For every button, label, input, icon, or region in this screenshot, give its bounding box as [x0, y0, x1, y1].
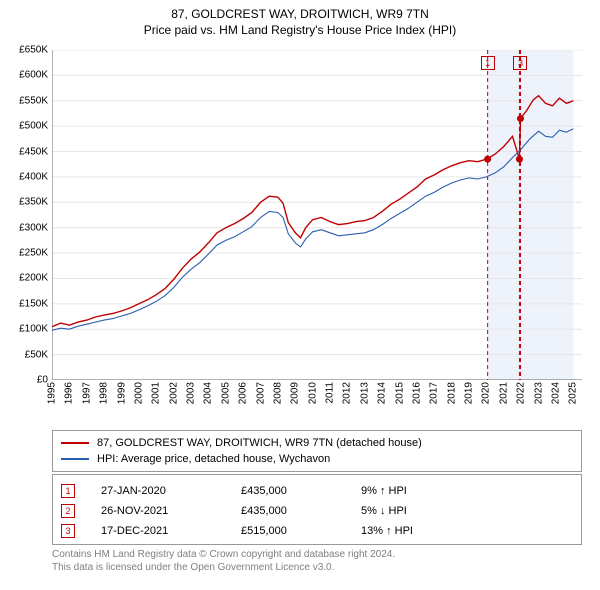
legend-label: HPI: Average price, detached house, Wych… — [97, 453, 330, 465]
sales-row: 1 27-JAN-2020£435,0009% ↑ HPI — [61, 481, 573, 501]
sale-price: £515,000 — [241, 525, 361, 537]
x-tick-label: 2018 — [446, 382, 457, 404]
x-tick-label: 2025 — [568, 382, 579, 404]
x-tick-label: 2023 — [533, 382, 544, 404]
chart-title: 87, GOLDCREST WAY, DROITWICH, WR9 7TN — [0, 6, 600, 22]
x-tick-label: 2014 — [377, 382, 388, 404]
sale-marker: 2 — [61, 504, 75, 518]
title-block: 87, GOLDCREST WAY, DROITWICH, WR9 7TN Pr… — [0, 0, 600, 38]
x-tick-label: 2004 — [203, 382, 214, 404]
sale-vs-hpi: 9% ↑ HPI — [361, 485, 471, 497]
legend-label: 87, GOLDCREST WAY, DROITWICH, WR9 7TN (d… — [97, 437, 422, 449]
y-tick-label: £50K — [25, 349, 48, 360]
sale-marker: 1 — [61, 484, 75, 498]
legend: 87, GOLDCREST WAY, DROITWICH, WR9 7TN (d… — [52, 430, 582, 472]
event-marker-1: 1 — [481, 56, 495, 70]
sale-vs-hpi: 13% ↑ HPI — [361, 525, 471, 537]
x-tick-label: 2019 — [464, 382, 475, 404]
x-tick-label: 2007 — [255, 382, 266, 404]
legend-item: 87, GOLDCREST WAY, DROITWICH, WR9 7TN (d… — [61, 435, 573, 451]
y-tick-label: £450K — [19, 146, 48, 157]
footer-line-2: This data is licensed under the Open Gov… — [52, 561, 582, 574]
x-tick-label: 2005 — [220, 382, 231, 404]
event-marker-3: 3 — [513, 56, 527, 70]
y-tick-label: £550K — [19, 95, 48, 106]
y-tick-label: £400K — [19, 171, 48, 182]
sale-price: £435,000 — [241, 505, 361, 517]
x-tick-label: 2015 — [394, 382, 405, 404]
y-tick-label: £650K — [19, 45, 48, 56]
x-tick-label: 2009 — [290, 382, 301, 404]
x-tick-label: 1999 — [116, 382, 127, 404]
x-tick-label: 2006 — [238, 382, 249, 404]
sale-vs-hpi: 5% ↓ HPI — [361, 505, 471, 517]
sale-marker: 3 — [61, 524, 75, 538]
y-tick-label: £200K — [19, 273, 48, 284]
x-tick-label: 2024 — [550, 382, 561, 404]
y-tick-label: £250K — [19, 248, 48, 259]
x-tick-label: 2002 — [168, 382, 179, 404]
y-tick-label: £600K — [19, 70, 48, 81]
sales-table: 1 27-JAN-2020£435,0009% ↑ HPI 2 26-NOV-2021… — [52, 474, 582, 545]
legend-swatch — [61, 458, 89, 460]
y-tick-label: £500K — [19, 121, 48, 132]
legend-swatch — [61, 442, 89, 444]
x-tick-label: 2022 — [516, 382, 527, 404]
x-tick-label: 2013 — [359, 382, 370, 404]
y-tick-label: £350K — [19, 197, 48, 208]
footer: Contains HM Land Registry data © Crown c… — [52, 548, 582, 574]
x-tick-label: 2008 — [272, 382, 283, 404]
x-tick-label: 2003 — [186, 382, 197, 404]
x-tick-label: 2001 — [151, 382, 162, 404]
x-tick-label: 2000 — [133, 382, 144, 404]
y-tick-label: £300K — [19, 222, 48, 233]
sale-price: £435,000 — [241, 485, 361, 497]
x-tick-label: 1995 — [47, 382, 58, 404]
y-tick-label: £100K — [19, 324, 48, 335]
sale-date: 26-NOV-2021 — [101, 505, 241, 517]
x-tick-label: 1996 — [64, 382, 75, 404]
sales-row: 2 26-NOV-2021£435,0005% ↓ HPI — [61, 501, 573, 521]
x-tick-label: 2016 — [411, 382, 422, 404]
x-tick-label: 2017 — [429, 382, 440, 404]
sale-date: 27-JAN-2020 — [101, 485, 241, 497]
chart-subtitle: Price paid vs. HM Land Registry's House … — [0, 22, 600, 38]
legend-item: HPI: Average price, detached house, Wych… — [61, 451, 573, 467]
x-tick-label: 2010 — [307, 382, 318, 404]
x-tick-label: 1998 — [99, 382, 110, 404]
sales-row: 3 17-DEC-2021£515,00013% ↑ HPI — [61, 521, 573, 541]
x-tick-label: 2011 — [325, 382, 336, 404]
x-tick-label: 1997 — [81, 382, 92, 404]
footer-line-1: Contains HM Land Registry data © Crown c… — [52, 548, 582, 561]
sale-date: 17-DEC-2021 — [101, 525, 241, 537]
y-tick-label: £150K — [19, 298, 48, 309]
x-tick-label: 2021 — [498, 382, 509, 404]
chart-svg — [52, 50, 582, 380]
x-tick-label: 2012 — [342, 382, 353, 404]
chart-container: 87, GOLDCREST WAY, DROITWICH, WR9 7TN Pr… — [0, 0, 600, 590]
x-tick-label: 2020 — [481, 382, 492, 404]
chart-area: £0£50K£100K£150K£200K£250K£300K£350K£400… — [52, 50, 582, 380]
